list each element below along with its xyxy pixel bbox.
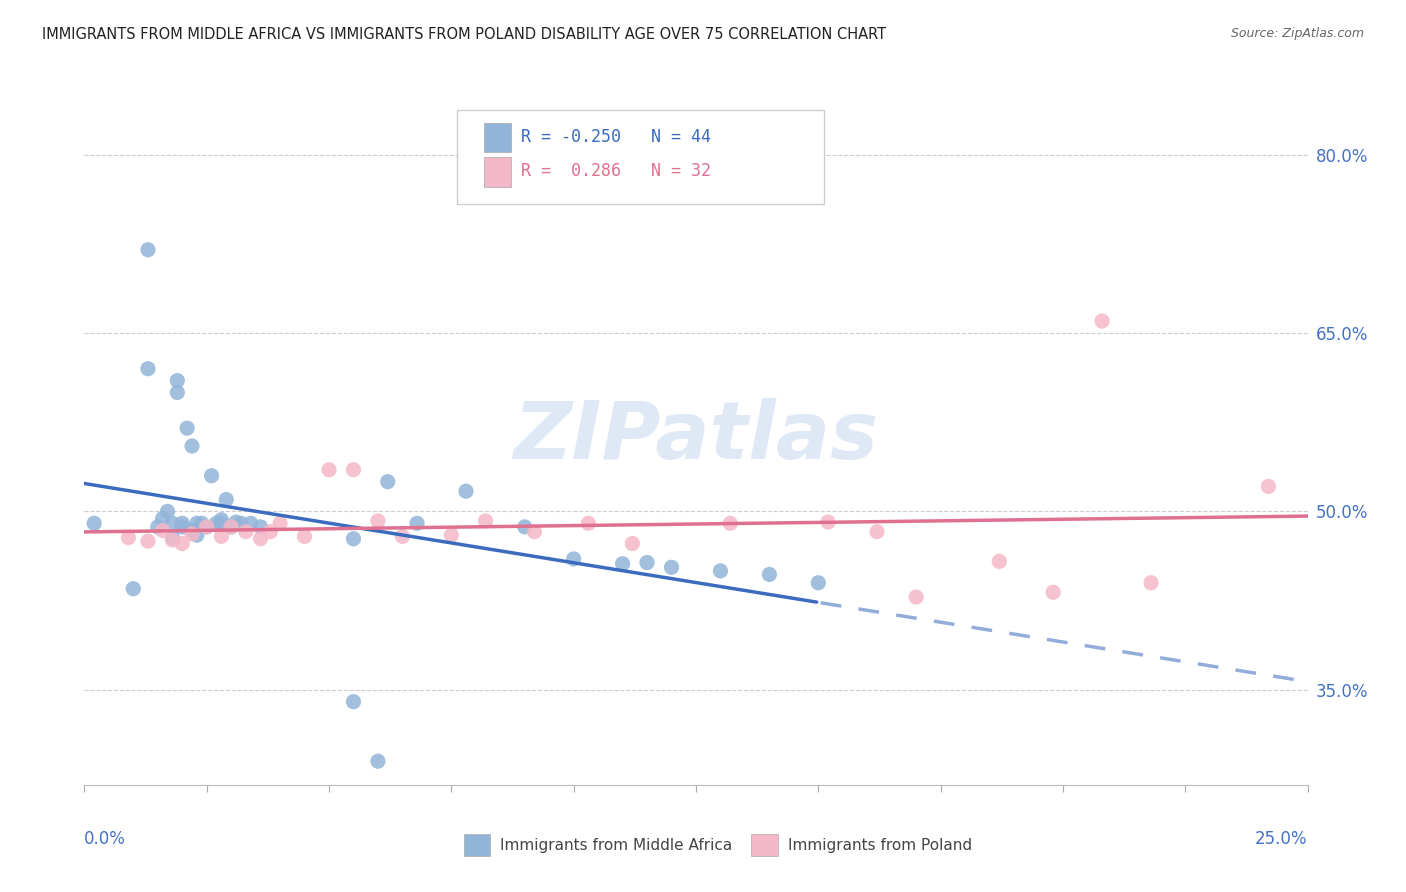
Point <box>249 520 271 534</box>
FancyBboxPatch shape <box>751 834 778 856</box>
Point <box>191 516 214 531</box>
Point <box>406 516 429 531</box>
Point <box>1140 575 1163 590</box>
Point <box>758 567 780 582</box>
Text: R = -0.250   N = 44: R = -0.250 N = 44 <box>522 128 711 145</box>
Point <box>474 514 496 528</box>
Point <box>166 374 188 388</box>
Point <box>162 531 184 545</box>
Point <box>661 560 683 574</box>
Point <box>176 421 198 435</box>
Point <box>117 531 139 545</box>
Point <box>200 468 222 483</box>
Point <box>162 533 184 547</box>
Point <box>146 520 169 534</box>
Point <box>209 529 232 543</box>
Point <box>209 516 232 531</box>
Point <box>718 516 741 531</box>
Text: Immigrants from Middle Africa: Immigrants from Middle Africa <box>501 838 733 853</box>
Point <box>186 528 208 542</box>
Point <box>225 515 247 529</box>
Point <box>621 536 644 550</box>
Text: 25.0%: 25.0% <box>1256 830 1308 848</box>
Point <box>1091 314 1114 328</box>
Text: 0.0%: 0.0% <box>84 830 127 848</box>
Point <box>181 527 204 541</box>
Text: R =  0.286   N = 32: R = 0.286 N = 32 <box>522 162 711 180</box>
Point <box>318 463 340 477</box>
Point <box>195 520 218 534</box>
Point <box>83 516 105 531</box>
Point <box>152 524 174 538</box>
Point <box>612 557 634 571</box>
Point <box>205 516 228 531</box>
FancyBboxPatch shape <box>484 157 512 186</box>
Point <box>156 504 179 518</box>
Point <box>122 582 145 596</box>
Point <box>136 534 159 549</box>
Point <box>269 516 291 531</box>
Point <box>866 524 889 539</box>
Point <box>454 484 477 499</box>
FancyBboxPatch shape <box>457 110 824 204</box>
Point <box>817 515 839 529</box>
Point <box>219 520 242 534</box>
Point <box>367 754 389 768</box>
Point <box>367 514 389 528</box>
Text: ZIPatlas: ZIPatlas <box>513 398 879 476</box>
Text: Source: ZipAtlas.com: Source: ZipAtlas.com <box>1230 27 1364 40</box>
Point <box>235 524 257 539</box>
Point <box>1257 479 1279 493</box>
Point <box>342 695 364 709</box>
Point <box>209 513 232 527</box>
Point <box>807 575 830 590</box>
Point <box>181 439 204 453</box>
Point <box>294 529 316 543</box>
Point <box>391 529 413 543</box>
Point <box>342 463 364 477</box>
Point <box>229 516 252 531</box>
Point <box>166 385 188 400</box>
Point <box>172 536 194 550</box>
Point <box>186 516 208 531</box>
FancyBboxPatch shape <box>464 834 491 856</box>
Point <box>377 475 399 489</box>
Point <box>162 516 184 531</box>
Point <box>136 243 159 257</box>
Point <box>636 556 658 570</box>
Point <box>152 511 174 525</box>
Point <box>342 532 364 546</box>
FancyBboxPatch shape <box>484 122 512 152</box>
Point <box>195 520 218 534</box>
Point <box>259 524 281 539</box>
Point <box>215 492 238 507</box>
Point <box>562 552 585 566</box>
Point <box>136 361 159 376</box>
Point <box>219 520 242 534</box>
Point <box>513 520 536 534</box>
Point <box>905 590 928 604</box>
Point <box>988 554 1011 568</box>
Point <box>172 520 194 534</box>
Point <box>523 524 546 539</box>
Text: IMMIGRANTS FROM MIDDLE AFRICA VS IMMIGRANTS FROM POLAND DISABILITY AGE OVER 75 C: IMMIGRANTS FROM MIDDLE AFRICA VS IMMIGRA… <box>42 27 886 42</box>
Point <box>239 516 262 531</box>
Point <box>440 528 463 542</box>
Point <box>181 524 204 538</box>
Point <box>172 516 194 531</box>
Point <box>576 516 599 531</box>
Text: Immigrants from Poland: Immigrants from Poland <box>787 838 972 853</box>
Point <box>249 532 271 546</box>
Point <box>709 564 731 578</box>
Point <box>1042 585 1064 599</box>
